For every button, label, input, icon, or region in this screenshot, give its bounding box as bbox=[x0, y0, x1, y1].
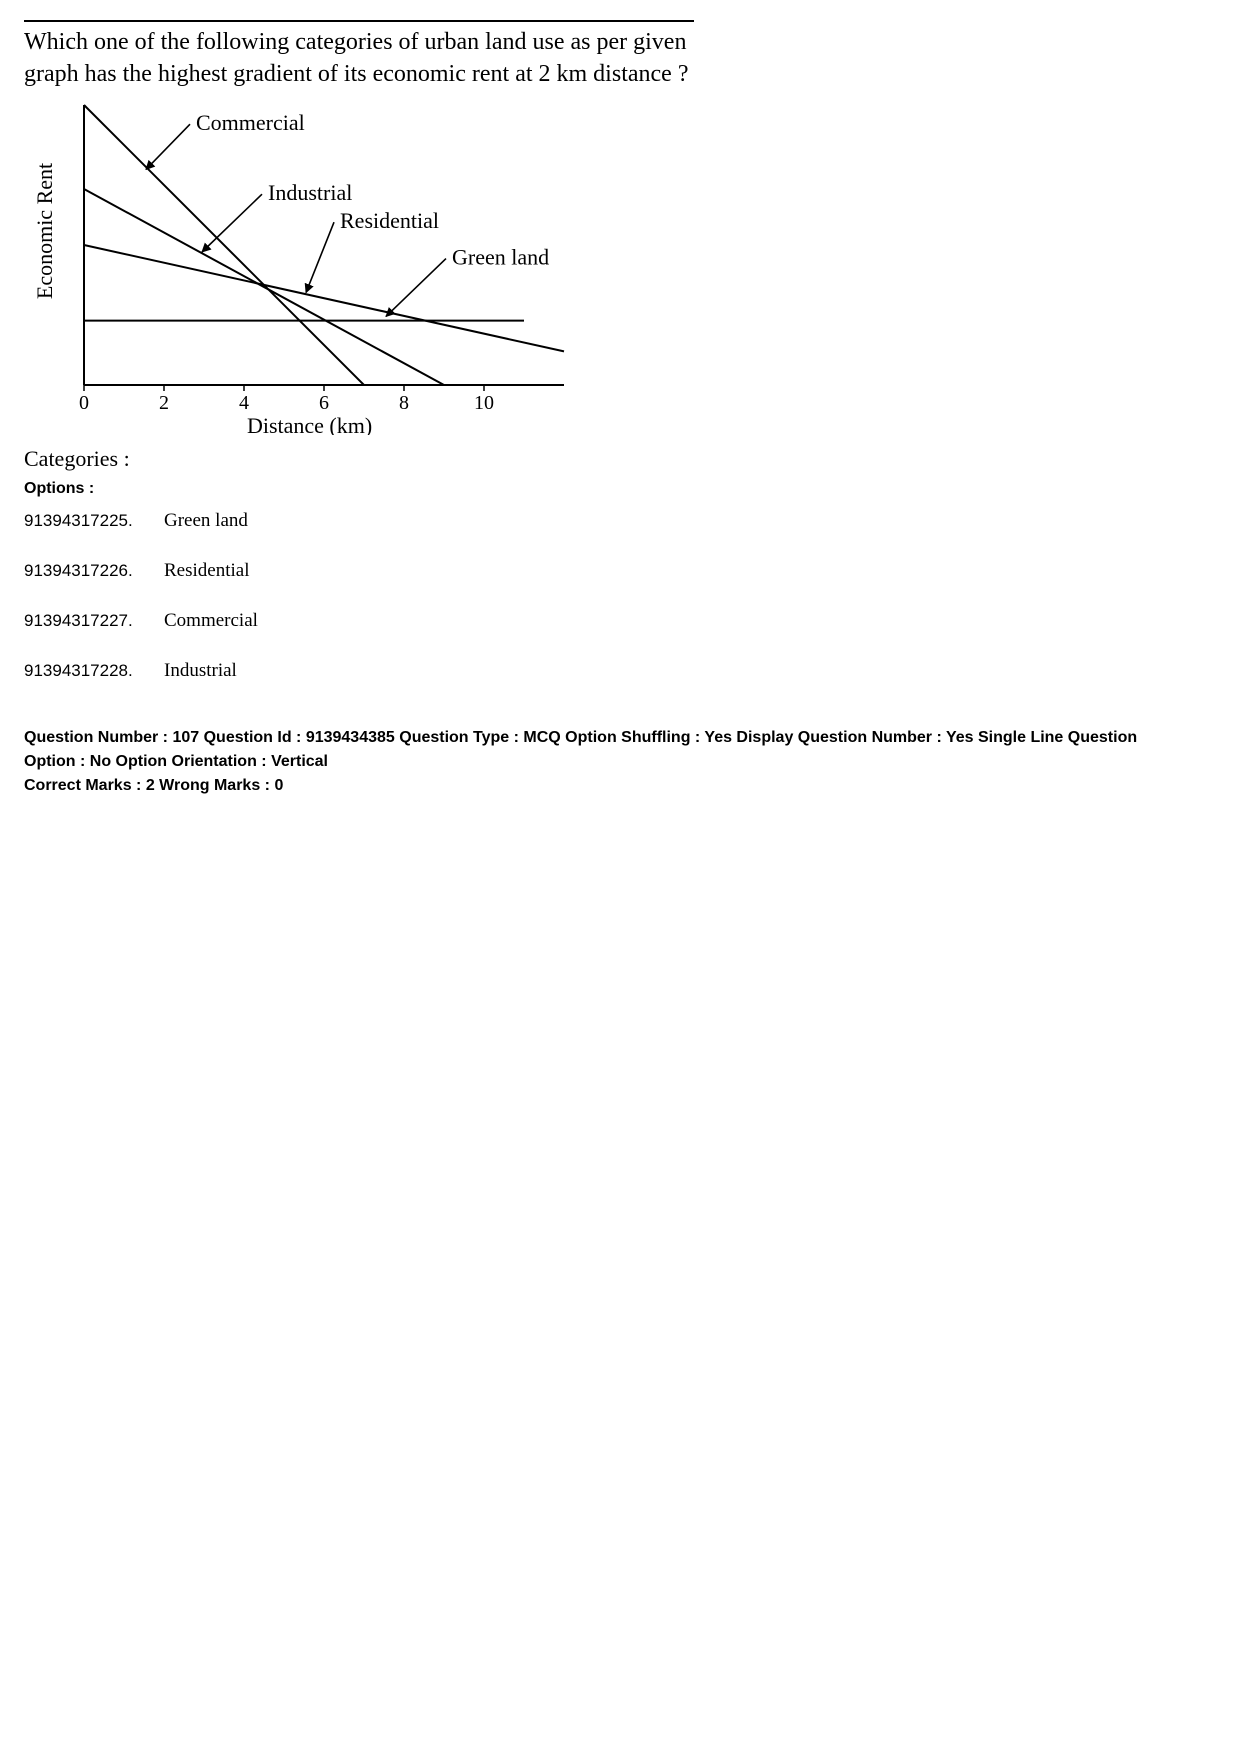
option-id: 91394317225. bbox=[24, 511, 164, 531]
option-label: Commercial bbox=[164, 610, 258, 632]
svg-text:Green land: Green land bbox=[452, 244, 549, 269]
meta-line-2: Correct Marks : 2 Wrong Marks : 0 bbox=[24, 774, 1144, 798]
option-id: 91394317228. bbox=[24, 661, 164, 681]
option-row[interactable]: 91394317226. Residential bbox=[24, 560, 1216, 582]
question-text: Which one of the following categories of… bbox=[24, 20, 694, 91]
option-row[interactable]: 91394317227. Commercial bbox=[24, 610, 1216, 632]
option-label: Residential bbox=[164, 560, 249, 582]
svg-text:Commercial: Commercial bbox=[196, 110, 305, 135]
question-metadata: Question Number : 107 Question Id : 9139… bbox=[24, 726, 1144, 798]
svg-text:6: 6 bbox=[319, 392, 329, 414]
option-label: Green land bbox=[164, 510, 248, 532]
svg-text:4: 4 bbox=[239, 392, 249, 414]
svg-text:8: 8 bbox=[399, 392, 409, 414]
option-row[interactable]: 91394317225. Green land bbox=[24, 510, 1216, 532]
svg-text:Economic Rent: Economic Rent bbox=[32, 163, 57, 299]
categories-label: Categories : bbox=[24, 446, 1216, 472]
option-id: 91394317227. bbox=[24, 611, 164, 631]
economic-rent-chart: 0 2 4 6 8 10 Distance (km) Economic Rent Commerc… bbox=[24, 95, 1216, 440]
svg-text:0: 0 bbox=[79, 392, 89, 414]
svg-text:Industrial: Industrial bbox=[268, 180, 352, 205]
option-row[interactable]: 91394317228. Industrial bbox=[24, 660, 1216, 682]
option-id: 91394317226. bbox=[24, 561, 164, 581]
svg-text:Distance (km): Distance (km) bbox=[247, 413, 372, 435]
svg-text:Residential: Residential bbox=[340, 208, 439, 233]
meta-line-1: Question Number : 107 Question Id : 9139… bbox=[24, 726, 1144, 774]
options-header: Options : bbox=[24, 480, 1216, 498]
option-label: Industrial bbox=[164, 660, 237, 682]
svg-text:10: 10 bbox=[474, 392, 494, 414]
svg-text:2: 2 bbox=[159, 392, 169, 414]
